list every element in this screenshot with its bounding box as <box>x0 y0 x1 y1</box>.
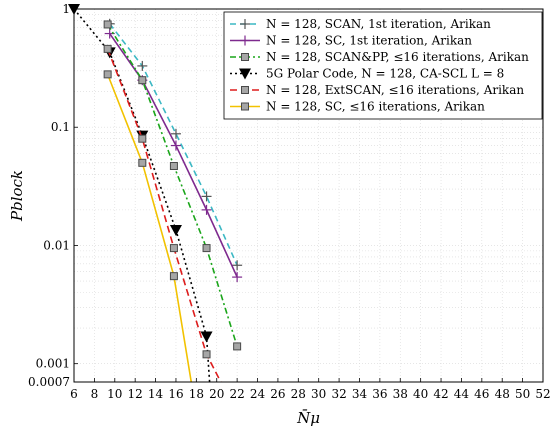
legend-box <box>223 11 543 120</box>
legend-entry: N = 128, SCAN&PP, ≤16 iterations, Arikan <box>230 50 529 64</box>
data-point-plus <box>137 60 148 71</box>
x-tick-label: 18 <box>189 387 204 401</box>
data-point-square <box>169 244 178 253</box>
data-point-square <box>103 20 112 29</box>
legend-label: 5G Polar Code, N = 128, CA-SCL L = 8 <box>266 67 504 81</box>
data-point-square <box>103 44 112 53</box>
x-tick-label: 24 <box>250 387 266 401</box>
data-series <box>104 18 243 271</box>
x-tick-label: 52 <box>535 387 550 401</box>
y-tick-label: 1 <box>62 2 70 16</box>
data-point-plus <box>201 204 212 215</box>
data-point-plus <box>240 19 250 29</box>
y-tick-label: 0.001 <box>36 357 70 371</box>
data-point-triangle <box>239 68 251 80</box>
legend: N = 128, SCAN, 1st iteration, Arikan N = … <box>223 11 543 120</box>
data-point-square <box>138 134 147 143</box>
series-line <box>109 23 238 266</box>
data-point-square <box>202 244 211 253</box>
data-series <box>68 4 213 383</box>
x-tick-label: 40 <box>413 387 428 401</box>
legend-label: N = 128, SC, ≤16 iterations, Arikan <box>266 100 485 114</box>
series-line <box>109 33 238 278</box>
data-series <box>104 28 243 283</box>
y-tick-label: 0.0007 <box>28 375 70 389</box>
legend-label: N = 128, SCAN, 1st iteration, Arikan <box>266 17 491 31</box>
data-series <box>103 44 222 383</box>
x-tick-label: 28 <box>291 387 306 401</box>
series-line <box>106 74 193 383</box>
data-point-square <box>169 272 178 281</box>
x-tick-label: 34 <box>352 387 368 401</box>
data-point-square <box>241 53 249 61</box>
data-point-square <box>138 76 147 85</box>
x-tick-label: 36 <box>372 387 387 401</box>
x-tick-label: 6 <box>70 387 78 401</box>
x-tick-label: 16 <box>168 387 183 401</box>
x-tick-label: 12 <box>128 387 143 401</box>
legend-entry: N = 128, SC, ≤16 iterations, Arikan <box>230 100 485 114</box>
data-point-square <box>241 86 249 94</box>
data-point-plus <box>201 191 212 202</box>
data-point-plus <box>170 140 181 151</box>
x-axis-label: N̄μ <box>296 409 320 427</box>
series-line <box>106 24 238 347</box>
x-tick-label: 46 <box>474 387 489 401</box>
data-point-plus <box>232 260 243 271</box>
x-tick-label: 48 <box>495 387 510 401</box>
x-tick-label: 22 <box>229 387 244 401</box>
data-point-square <box>233 342 242 351</box>
data-point-square <box>169 161 178 170</box>
x-tick-label: 8 <box>91 387 99 401</box>
data-point-square <box>241 102 249 111</box>
x-tick-label: 30 <box>311 387 326 401</box>
x-tick-label: 42 <box>433 387 448 401</box>
data-point-square <box>202 350 211 359</box>
y-axis-label: Pblock <box>8 170 26 222</box>
y-tick-label: 0.01 <box>43 238 70 252</box>
data-point-square <box>103 70 112 79</box>
x-tick-label: 50 <box>515 387 530 401</box>
series-layer <box>68 4 243 383</box>
data-point-triangle <box>169 225 182 237</box>
x-tick-label: 44 <box>454 387 470 401</box>
data-point-plus <box>232 272 243 283</box>
data-point-square <box>138 158 147 167</box>
data-point-triangle <box>200 331 213 343</box>
legend-label: N = 128, ExtSCAN, ≤16 iterations, Arikan <box>266 83 524 97</box>
x-tick-label: 20 <box>209 387 224 401</box>
plot-area-frame <box>73 8 544 383</box>
x-tick-label: 26 <box>270 387 285 401</box>
data-point-plus <box>240 35 250 46</box>
y-tick-label: 0.1 <box>51 120 70 134</box>
legend-label: N = 128, SCAN&PP, ≤16 iterations, Arikan <box>266 50 529 64</box>
y-axis-ticks: 1 0.1 0.01 0.001 0.0007 <box>28 2 78 389</box>
x-tick-label: 14 <box>148 387 164 401</box>
data-series <box>103 70 193 383</box>
data-series <box>103 20 242 351</box>
x-axis-ticks: 6 8 10 12 14 16 18 20 22 24 26 28 30 32 34 36 38 40 42 44 46… <box>70 378 550 401</box>
data-point-plus <box>170 128 181 139</box>
legend-entry: N = 128, ExtSCAN, ≤16 iterations, Arikan <box>230 83 524 97</box>
legend-entry: 5G Polar Code, N = 128, CA-SCL L = 8 <box>230 67 504 81</box>
x-tick-label: 38 <box>393 387 408 401</box>
x-tick-label: 32 <box>331 387 346 401</box>
legend-entry: N = 128, SCAN, 1st iteration, Arikan <box>230 17 491 31</box>
x-tick-label: 10 <box>107 387 122 401</box>
legend-label: N = 128, SC, 1st iteration, Arikan <box>266 34 472 48</box>
legend-entry: N = 128, SC, 1st iteration, Arikan <box>230 34 472 48</box>
